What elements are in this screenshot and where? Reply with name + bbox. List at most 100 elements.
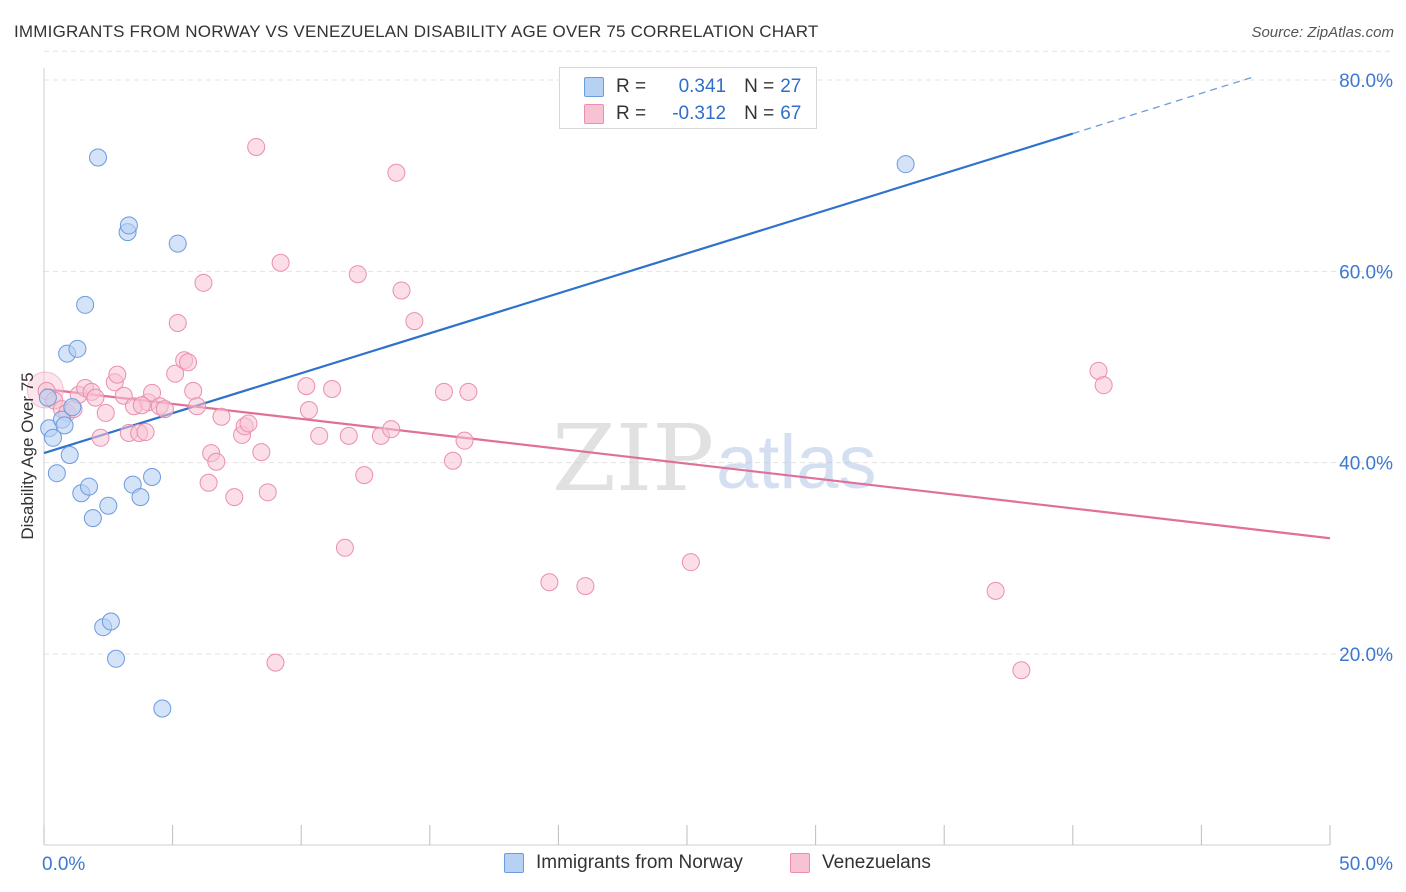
norway-point [153,699,172,718]
norway-trend-line [43,132,1074,455]
norway-point [99,496,118,515]
venezuelans-point [207,452,226,471]
venezuelans-point [459,382,478,401]
legend-item-norway: Immigrants from Norway [504,852,743,874]
norway-point [168,234,187,253]
legend-row-norway: R = 0.341 N = 27 [584,74,801,100]
venezuelans-point [184,381,203,400]
source-label: Source: ZipAtlas.com [1251,24,1394,41]
venezuelans-point [355,466,374,485]
watermark: ZIP atlas [552,405,877,512]
data-points [26,137,1113,718]
venezuelans-point [1094,376,1113,395]
venezuelans-point [188,397,207,416]
venezuelans-point [266,653,285,672]
norway-point [896,155,915,174]
venezuelans-point [986,581,1005,600]
venezuelans-point [540,573,559,592]
norway-point [119,216,138,235]
r-label: R = [616,76,647,97]
venezuelans-point [323,380,342,399]
venezuelans-point [387,163,406,182]
norway-point [131,488,150,507]
venezuelans-point [382,420,401,439]
norway-point [60,446,79,465]
venezuelans-point [299,401,318,420]
norway-point [80,477,99,496]
watermark-zip: ZIP [552,405,714,512]
venezuelans-point [166,364,185,383]
venezuelans-point [91,428,110,447]
venezuelans-legend-label: Venezuelans [822,852,931,873]
venezuelans-point [335,538,354,557]
venezuelans-point [339,426,358,445]
venezuelans-point [297,377,316,396]
norway-point [47,464,66,483]
stats-legend: R = 0.341 N = 27 R = -0.312 N = 67 [559,67,817,129]
tick-labels: 20.0% 40.0% 60.0% 80.0% 0.0% 50.0% [42,71,1393,875]
norway-legend-swatch [504,853,524,873]
watermark-atlas: atlas [716,420,877,505]
venezuelans-point [199,473,218,492]
chart-title: IMMIGRANTS FROM NORWAY VS VENEZUELAN DIS… [14,22,819,41]
venezuelans-point [258,483,277,502]
norway-legend-label: Immigrants from Norway [536,852,743,873]
venezuelans-point [168,313,187,332]
norway-n-value: 27 [780,76,802,97]
venezuelans-point [86,388,105,407]
axes [43,68,1331,846]
y-tick-label: 80.0% [1339,71,1393,92]
legend-item-venezuelans: Venezuelans [790,852,931,874]
norway-point [76,295,95,314]
venezuelans-point [143,383,162,402]
norway-point [44,428,63,447]
venezuelans-point [155,400,174,419]
gridlines [44,50,1392,655]
norway-point [55,416,74,435]
venezuelans-trend-line [43,387,1331,540]
norway-point [89,148,108,167]
venezuelans-point [310,426,329,445]
r-label: R = [616,103,647,124]
norway-point [143,468,162,487]
venezuelans-legend-swatch [790,853,810,873]
norway-r-value: 0.341 [678,76,727,97]
n-label: N = [744,76,775,97]
norway-trend-extension [1072,76,1254,135]
venezuelans-point [348,265,367,284]
y-axis-label: Disability Age Over 75 [18,372,37,540]
venezuelans-point [136,423,155,442]
venezuelans-point [271,253,290,272]
venezuelans-point [455,431,474,450]
y-tick-label: 40.0% [1339,454,1393,475]
venezuelans-point [225,488,244,507]
norway-point [83,509,102,528]
legend-row-venezuelans: R = -0.312 N = 67 [584,101,801,127]
venezuelans-point [252,443,271,462]
venezuelans-point [443,451,462,470]
venezuelans-point [576,577,595,596]
venezuelans-point [405,312,424,331]
norway-point [107,649,126,668]
norway-swatch [584,77,604,97]
y-tick-label: 20.0% [1339,645,1393,666]
norway-point [63,398,82,417]
venezuelans-point [179,353,198,372]
venezuelans-n-value: 67 [780,103,802,124]
venezuelans-point [96,403,115,422]
venezuelans-swatch [584,104,604,124]
y-tick-label: 60.0% [1339,262,1393,283]
venezuelans-point [108,365,127,384]
trend-lines [43,76,1331,540]
venezuelans-point [392,281,411,300]
venezuelans-r-value: -0.312 [672,103,727,124]
norway-point [38,388,57,407]
x-tick-label: 50.0% [1339,854,1393,875]
venezuelans-point [434,382,453,401]
venezuelans-point [194,273,213,292]
norway-point [101,612,120,631]
venezuelans-point [247,137,266,156]
venezuelans-point [212,407,231,426]
venezuelans-point [239,414,258,433]
